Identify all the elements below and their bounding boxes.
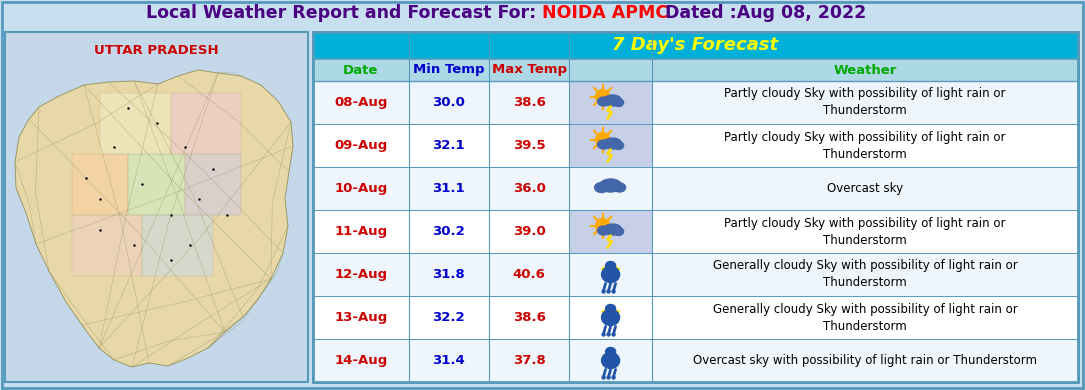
- Text: 13-Aug: 13-Aug: [334, 311, 387, 324]
- Ellipse shape: [614, 99, 624, 106]
- Polygon shape: [15, 70, 293, 367]
- FancyBboxPatch shape: [570, 339, 652, 382]
- Text: Dated :Aug 08, 2022: Dated :Aug 08, 2022: [647, 4, 866, 22]
- Text: Overcast sky: Overcast sky: [827, 182, 903, 195]
- Text: Max Temp: Max Temp: [492, 64, 566, 76]
- Circle shape: [596, 89, 610, 103]
- Circle shape: [596, 218, 610, 232]
- FancyBboxPatch shape: [570, 167, 652, 210]
- Text: Overcast sky with possibility of light rain or Thunderstorm: Overcast sky with possibility of light r…: [693, 354, 1037, 367]
- FancyBboxPatch shape: [312, 32, 1078, 382]
- Text: 39.0: 39.0: [513, 225, 546, 238]
- Text: 30.2: 30.2: [433, 225, 465, 238]
- Ellipse shape: [614, 183, 626, 192]
- Text: Partly cloudy Sky with possibility of light rain or
Thunderstorm: Partly cloudy Sky with possibility of li…: [724, 131, 1006, 161]
- Polygon shape: [170, 92, 241, 154]
- Ellipse shape: [614, 227, 624, 236]
- Ellipse shape: [605, 305, 615, 312]
- Text: Generally cloudy Sky with possibility of light rain or
Thunderstorm: Generally cloudy Sky with possibility of…: [713, 259, 1018, 289]
- Circle shape: [602, 333, 605, 336]
- Circle shape: [608, 333, 610, 336]
- FancyBboxPatch shape: [570, 296, 652, 339]
- Ellipse shape: [600, 179, 622, 192]
- Ellipse shape: [595, 183, 609, 193]
- Text: 12-Aug: 12-Aug: [334, 268, 387, 281]
- Text: 11-Aug: 11-Aug: [334, 225, 387, 238]
- Text: 10-Aug: 10-Aug: [334, 182, 387, 195]
- Polygon shape: [72, 215, 142, 275]
- FancyBboxPatch shape: [570, 124, 652, 167]
- Circle shape: [602, 290, 605, 293]
- FancyBboxPatch shape: [312, 59, 1078, 81]
- Ellipse shape: [603, 138, 622, 149]
- Text: Weather: Weather: [833, 64, 896, 76]
- Text: 37.8: 37.8: [513, 354, 546, 367]
- Circle shape: [612, 333, 615, 336]
- Text: 38.6: 38.6: [513, 311, 546, 324]
- Circle shape: [608, 290, 610, 293]
- Polygon shape: [128, 154, 184, 214]
- Polygon shape: [100, 92, 170, 154]
- Ellipse shape: [598, 226, 610, 235]
- Text: 39.5: 39.5: [513, 139, 546, 152]
- Circle shape: [612, 290, 615, 293]
- FancyBboxPatch shape: [570, 81, 652, 124]
- Text: 40.6: 40.6: [513, 268, 546, 281]
- Circle shape: [596, 133, 610, 147]
- Ellipse shape: [601, 353, 620, 369]
- FancyBboxPatch shape: [5, 32, 308, 382]
- Text: 7 Day's Forecast: 7 Day's Forecast: [612, 37, 779, 55]
- Text: 31.8: 31.8: [433, 268, 465, 281]
- Polygon shape: [142, 215, 213, 275]
- FancyBboxPatch shape: [312, 339, 1078, 382]
- Text: NOIDA APMC: NOIDA APMC: [542, 4, 668, 22]
- Ellipse shape: [614, 142, 624, 149]
- FancyBboxPatch shape: [570, 210, 652, 253]
- Ellipse shape: [603, 95, 622, 106]
- Ellipse shape: [605, 262, 615, 269]
- Text: 30.0: 30.0: [432, 96, 465, 109]
- Text: Partly cloudy Sky with possibility of light rain or
Thunderstorm: Partly cloudy Sky with possibility of li…: [724, 87, 1006, 117]
- Polygon shape: [184, 154, 241, 214]
- Text: 08-Aug: 08-Aug: [334, 96, 387, 109]
- Ellipse shape: [598, 140, 610, 149]
- Text: Min Temp: Min Temp: [413, 64, 485, 76]
- FancyBboxPatch shape: [312, 253, 1078, 296]
- Ellipse shape: [603, 224, 622, 235]
- Ellipse shape: [605, 347, 615, 356]
- FancyBboxPatch shape: [312, 210, 1078, 253]
- FancyBboxPatch shape: [312, 167, 1078, 210]
- Text: Date: Date: [343, 64, 379, 76]
- FancyBboxPatch shape: [312, 296, 1078, 339]
- Text: 32.2: 32.2: [433, 311, 465, 324]
- Text: Local Weather Report and Forecast For:: Local Weather Report and Forecast For:: [145, 4, 542, 22]
- FancyBboxPatch shape: [312, 32, 1078, 59]
- Text: Generally cloudy Sky with possibility of light rain or
Thunderstorm: Generally cloudy Sky with possibility of…: [713, 303, 1018, 333]
- Text: 14-Aug: 14-Aug: [334, 354, 387, 367]
- Ellipse shape: [601, 266, 620, 282]
- Text: 31.1: 31.1: [433, 182, 465, 195]
- FancyBboxPatch shape: [570, 253, 652, 296]
- Text: 31.4: 31.4: [433, 354, 465, 367]
- FancyBboxPatch shape: [312, 81, 1078, 124]
- Text: 38.6: 38.6: [513, 96, 546, 109]
- Polygon shape: [72, 154, 128, 214]
- Circle shape: [612, 376, 615, 379]
- FancyBboxPatch shape: [312, 124, 1078, 167]
- Ellipse shape: [598, 97, 610, 106]
- Text: UTTAR PRADESH: UTTAR PRADESH: [94, 44, 219, 57]
- Text: 09-Aug: 09-Aug: [334, 139, 387, 152]
- Text: 36.0: 36.0: [513, 182, 546, 195]
- Circle shape: [608, 376, 610, 379]
- Text: Partly cloudy Sky with possibility of light rain or
Thunderstorm: Partly cloudy Sky with possibility of li…: [724, 216, 1006, 246]
- Ellipse shape: [601, 310, 620, 326]
- Text: 32.1: 32.1: [433, 139, 465, 152]
- Circle shape: [602, 376, 605, 379]
